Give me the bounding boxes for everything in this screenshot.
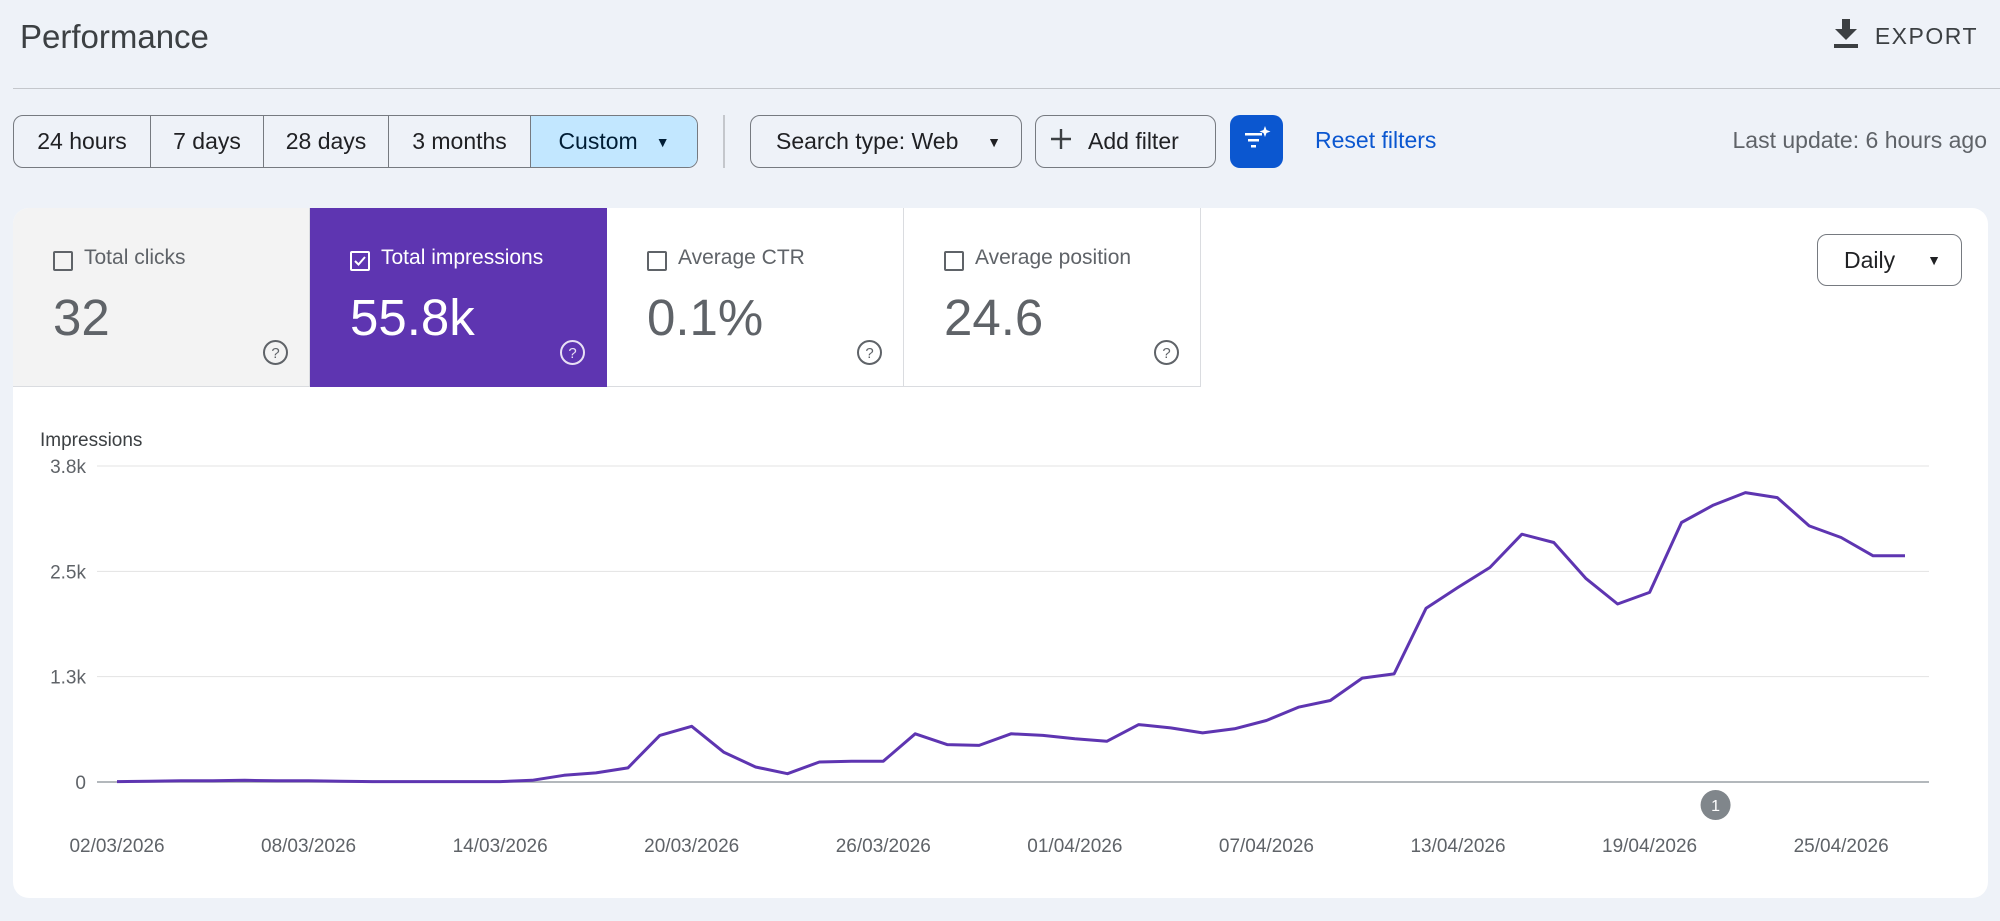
range-7-days[interactable]: 7 days <box>151 116 264 167</box>
range-3-months[interactable]: 3 months <box>389 116 531 167</box>
period-select[interactable]: Daily ▼ <box>1817 234 1962 286</box>
y-axis-label: Impressions <box>40 430 142 451</box>
metric-value: 0.1% <box>647 289 764 346</box>
x-tick-label: 01/04/2026 <box>1027 836 1122 857</box>
add-filter-label: Add filter <box>1088 128 1179 154</box>
range-label: 24 hours <box>37 128 127 154</box>
range-custom[interactable]: Custom ▼ <box>531 116 697 167</box>
svg-text:?: ? <box>568 345 576 362</box>
range-24-hours[interactable]: 24 hours <box>14 116 151 167</box>
filter-sparkle-icon <box>1242 124 1272 159</box>
date-range-group: 24 hours 7 days 28 days 3 months Custom … <box>13 115 698 168</box>
x-tick-label: 25/04/2026 <box>1794 836 1889 857</box>
svg-text:?: ? <box>271 345 279 362</box>
caret-down-icon: ▼ <box>987 133 1001 150</box>
header-divider <box>13 88 2000 89</box>
metric-average-ctr[interactable]: Average CTR 0.1% ? <box>607 208 904 387</box>
metric-value: 32 <box>53 289 110 346</box>
x-tick-label: 13/04/2026 <box>1410 836 1505 857</box>
add-filter-button[interactable]: Add filter <box>1035 115 1216 168</box>
help-icon[interactable]: ? <box>1153 339 1180 366</box>
x-tick-label: 19/04/2026 <box>1602 836 1697 857</box>
help-icon[interactable]: ? <box>856 339 883 366</box>
help-icon[interactable]: ? <box>559 339 586 366</box>
search-type-label: Search type: Web <box>776 128 959 154</box>
checkbox-checked-icon <box>350 251 370 271</box>
page-title: Performance <box>20 18 209 55</box>
search-type-dropdown[interactable]: Search type: Web ▼ <box>750 115 1022 168</box>
help-icon[interactable]: ? <box>262 339 289 366</box>
metric-value: 55.8k <box>350 289 475 346</box>
checkbox-icon <box>647 251 667 271</box>
last-update-text: Last update: 6 hours ago <box>1732 127 1987 153</box>
x-tick-label: 26/03/2026 <box>836 836 931 857</box>
x-tick-label: 07/04/2026 <box>1219 836 1314 857</box>
svg-text:?: ? <box>865 345 873 362</box>
y-tick-label: 2.5k <box>50 562 86 583</box>
metric-label: Average position <box>975 246 1132 269</box>
annotation-marker <box>1700 790 1731 820</box>
chart-area: Impressions 0 1.3k 2.5k 3.8k 02/03/2026 08/03/… <box>13 208 1988 898</box>
reset-filters-link[interactable]: Reset filters <box>1315 127 1437 153</box>
impressions-series-line <box>116 491 1905 784</box>
x-tick-label: 20/03/2026 <box>644 836 739 857</box>
metric-label: Average CTR <box>678 246 805 269</box>
checkbox-icon <box>944 251 964 271</box>
annotation-label: 1 <box>1711 798 1720 815</box>
export-button[interactable]: EXPORT <box>1833 16 1978 56</box>
range-label: 3 months <box>412 128 507 154</box>
period-select-value: Daily <box>1844 246 1896 273</box>
ai-filter-button[interactable] <box>1230 115 1283 168</box>
metric-total-clicks[interactable]: Total clicks 32 ? <box>13 208 310 387</box>
y-tick-label: 1.3k <box>50 668 86 689</box>
metric-total-impressions[interactable]: Total impressions 55.8k ? <box>310 208 607 387</box>
toolbar: 24 hours 7 days 28 days 3 months Custom … <box>0 115 2000 169</box>
metric-value: 24.6 <box>944 289 1044 346</box>
caret-down-icon: ▼ <box>1927 252 1941 268</box>
caret-down-icon: ▼ <box>655 133 670 150</box>
y-tick-label: 3.8k <box>50 457 86 478</box>
range-label: Custom <box>558 128 638 154</box>
x-tick-label: 08/03/2026 <box>261 836 356 857</box>
download-icon <box>1833 18 1859 54</box>
x-tick-label: 14/03/2026 <box>453 836 548 857</box>
x-tick-label: 02/03/2026 <box>69 836 164 857</box>
range-label: 28 days <box>285 128 367 154</box>
y-tick-label: 0 <box>75 773 86 794</box>
checkbox-icon <box>53 251 73 271</box>
performance-card: Impressions 0 1.3k 2.5k 3.8k 02/03/2026 08/03/… <box>13 208 1988 898</box>
range-28-days[interactable]: 28 days <box>264 116 389 167</box>
impressions-chart: Impressions 0 1.3k 2.5k 3.8k 02/03/2026 08/03/… <box>40 430 1929 857</box>
svg-text:?: ? <box>1162 345 1170 362</box>
header: Performance EXPORT <box>0 0 2000 88</box>
metric-label: Total clicks <box>84 246 186 269</box>
export-label: EXPORT <box>1874 22 1978 49</box>
metric-average-position[interactable]: Average position 24.6 ? <box>904 208 1201 387</box>
metric-label: Total impressions <box>381 246 544 269</box>
toolbar-separator <box>723 115 725 168</box>
plus-icon <box>1050 128 1072 156</box>
range-label: 7 days <box>173 128 241 154</box>
